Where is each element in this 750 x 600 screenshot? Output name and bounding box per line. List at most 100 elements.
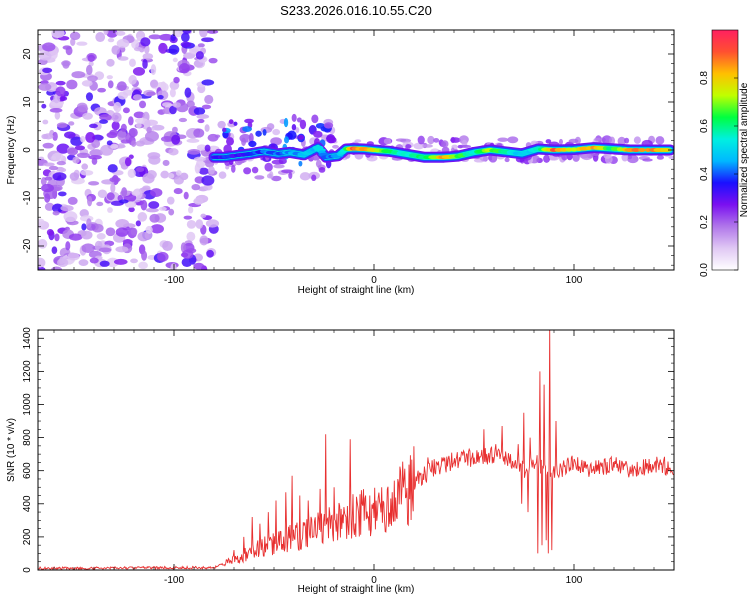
signal-halo: [332, 144, 339, 149]
colorbar-gradient: [712, 30, 738, 270]
noise-blob: [64, 131, 76, 139]
noise-blob: [38, 239, 48, 249]
noise-blob: [122, 239, 133, 245]
noise-blob: [77, 104, 89, 113]
snr-frame: [37, 329, 675, 571]
signal-halo: [272, 128, 281, 136]
signal-blob: [311, 114, 319, 124]
signal-halo: [656, 155, 664, 160]
snr-y-tick-label: 800: [22, 429, 33, 446]
noise-blob: [122, 107, 130, 114]
signal-halo: [266, 173, 273, 179]
signal-halo: [504, 157, 510, 163]
noise-blob: [53, 186, 61, 191]
noise-blob: [115, 219, 130, 229]
spectrogram-x-label: Height of straight line (km): [298, 285, 415, 296]
noise-blob: [88, 155, 102, 160]
noise-blob: [148, 34, 162, 40]
colorbar: 0.0 0.2 0.4 0.6 0.8 Normalized spectral ampl…: [699, 29, 750, 277]
noise-blob: [44, 176, 53, 181]
noise-blob: [127, 168, 136, 179]
noise-blob: [206, 30, 219, 34]
noise-blob: [186, 231, 196, 242]
noise-blob: [56, 160, 67, 166]
signal-blob: [248, 140, 257, 148]
noise-blob: [140, 37, 151, 47]
signal-halo: [593, 137, 602, 142]
noise-blob: [180, 252, 189, 258]
noise-blob: [124, 157, 132, 167]
noise-blob: [69, 31, 81, 41]
noise-blob: [81, 223, 87, 231]
noise-blob: [142, 59, 148, 69]
noise-blob: [205, 219, 220, 228]
noise-blob: [132, 67, 146, 76]
noise-blob: [138, 261, 148, 270]
noise-blob: [169, 88, 176, 98]
noise-blob: [186, 219, 197, 229]
noise-blob: [136, 167, 145, 172]
signal-halo: [459, 144, 472, 148]
noise-blob: [208, 57, 218, 64]
noise-blob: [201, 37, 214, 43]
signal-halo: [668, 155, 674, 160]
noise-blob: [106, 75, 113, 80]
signal-blob: [323, 122, 334, 129]
spectrogram-noise-region: [38, 30, 220, 270]
noise-blob: [146, 91, 156, 96]
noise-blob: [52, 203, 64, 213]
snr-y-tick-label: 1000: [22, 393, 33, 416]
noise-blob: [148, 201, 160, 209]
noise-blob: [194, 163, 201, 174]
snr-series-line: [38, 330, 674, 570]
noise-blob: [158, 206, 167, 211]
noise-blob: [91, 139, 101, 149]
noise-blob: [195, 219, 204, 229]
noise-blob: [117, 130, 127, 141]
colorbar-tick-label: 0.6: [699, 119, 710, 133]
noise-blob: [180, 41, 192, 48]
colorbar-frame: [711, 29, 739, 271]
snr-y-label: SNR (10 * v/v): [6, 418, 17, 482]
noise-blob: [65, 46, 73, 56]
signal-halo: [281, 169, 293, 174]
noise-blob: [51, 246, 58, 255]
signal-halo: [318, 167, 326, 173]
noise-blob: [42, 119, 49, 125]
noise-blob: [175, 170, 182, 176]
noise-blob: [95, 32, 106, 43]
noise-blob: [120, 123, 127, 133]
signal-halo: [633, 156, 638, 161]
noise-blob: [204, 94, 214, 105]
noise-blob: [69, 172, 80, 181]
signal-blob: [262, 128, 267, 136]
noise-blob: [203, 183, 213, 191]
noise-blob: [107, 164, 118, 173]
noise-blob: [81, 243, 95, 253]
spectrogram-y-axis: -20 -10 0 10 20: [22, 34, 674, 266]
noise-blob: [92, 134, 104, 141]
noise-blob: [178, 63, 190, 74]
signal-hotspot: [638, 148, 646, 152]
signal-halo: [395, 138, 407, 142]
noise-blob: [65, 241, 71, 251]
noise-blob: [80, 169, 94, 176]
noise-blob: [57, 258, 69, 268]
signal-halo: [558, 138, 563, 145]
noise-blob: [89, 123, 98, 129]
spectrogram-x-tick-label: 0: [371, 275, 377, 286]
noise-blob: [86, 218, 92, 229]
noise-blob: [99, 114, 112, 121]
snr-x-label: Height of straight line (km): [298, 584, 415, 595]
noise-blob: [72, 156, 80, 164]
noise-blob: [160, 81, 167, 91]
noise-blob: [141, 250, 148, 261]
snr-x-axis: -100 0 100: [53, 330, 675, 586]
noise-blob: [135, 122, 142, 129]
noise-blob: [168, 173, 175, 179]
noise-blob: [128, 75, 137, 85]
spectrogram-y-tick-label: 0: [22, 147, 33, 153]
signal-hotspot: [565, 147, 573, 152]
noise-blob: [80, 135, 86, 143]
signal-halo: [231, 164, 236, 173]
